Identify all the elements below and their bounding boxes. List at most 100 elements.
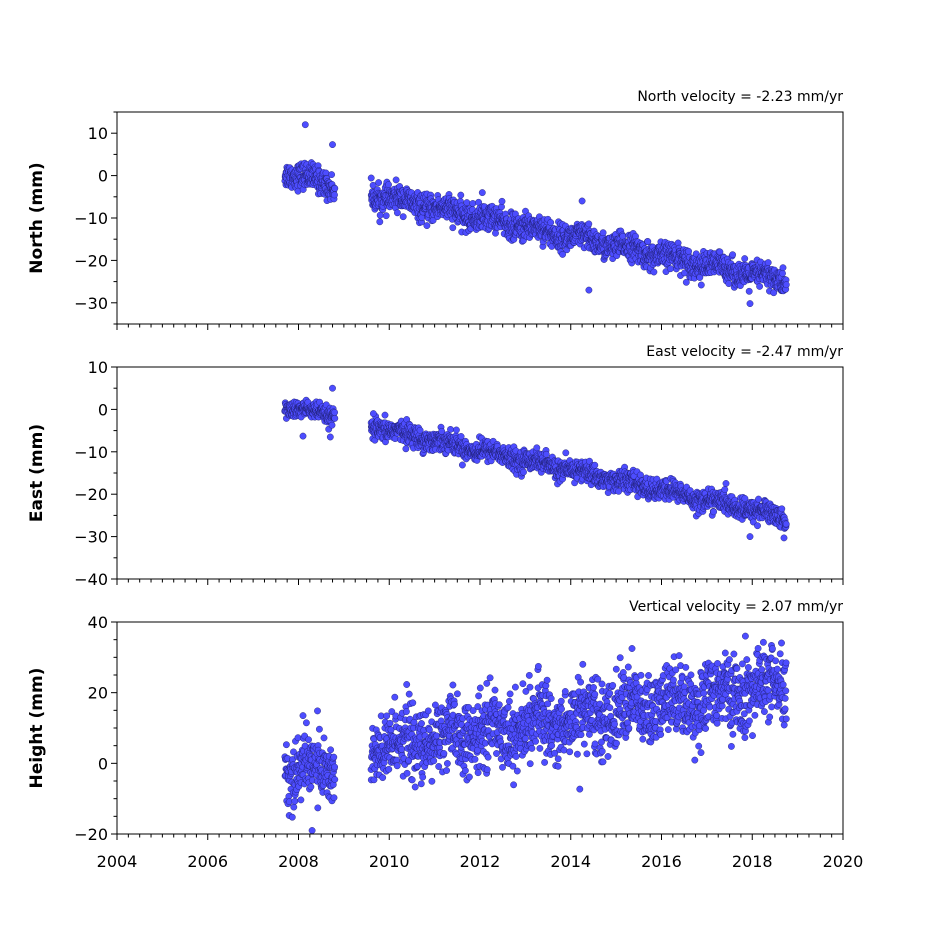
- y-axis-label: East (mm): [27, 424, 47, 522]
- data-points: [281, 384, 790, 542]
- data-point: [598, 747, 606, 755]
- data-point: [433, 732, 441, 740]
- data-point: [457, 191, 465, 199]
- data-point: [528, 745, 536, 752]
- data-point: [637, 471, 644, 479]
- data-point: [543, 676, 551, 684]
- data-point: [559, 250, 566, 258]
- data-point: [486, 674, 494, 682]
- data-point: [331, 763, 338, 771]
- data-point: [526, 683, 534, 691]
- data-point: [598, 680, 606, 688]
- data-point: [392, 176, 400, 184]
- outlier-point: [299, 432, 307, 440]
- data-point: [463, 199, 471, 207]
- data-point: [398, 746, 405, 753]
- data-point: [452, 426, 460, 434]
- data-point: [305, 736, 312, 744]
- data-point: [779, 269, 786, 277]
- data-point: [580, 740, 588, 748]
- data-point: [331, 408, 338, 416]
- data-point: [590, 684, 597, 691]
- data-point: [403, 681, 411, 688]
- data-point: [475, 692, 482, 700]
- data-point: [328, 421, 336, 429]
- y-tick-label: 0: [98, 167, 108, 186]
- data-point: [399, 213, 407, 221]
- y-tick-label: −20: [74, 251, 108, 270]
- data-point: [449, 681, 457, 689]
- data-point: [615, 487, 622, 495]
- data-point: [440, 750, 448, 757]
- data-point: [367, 174, 375, 182]
- outlier-point: [301, 121, 309, 129]
- data-point: [547, 695, 555, 702]
- data-point: [331, 414, 339, 422]
- data-point: [498, 197, 506, 205]
- outlier-point: [326, 433, 334, 441]
- data-point: [510, 781, 517, 789]
- data-point: [506, 690, 514, 698]
- data-point: [327, 746, 334, 754]
- data-point: [320, 734, 328, 742]
- data-point: [297, 796, 305, 804]
- data-point: [403, 769, 411, 777]
- data-point: [599, 229, 607, 237]
- data-point: [583, 750, 591, 758]
- outlier-point: [369, 410, 377, 417]
- data-point: [409, 699, 417, 707]
- data-point: [447, 425, 454, 433]
- data-point: [557, 697, 565, 705]
- data-point: [282, 741, 290, 749]
- data-point: [741, 255, 749, 263]
- data-points: [281, 121, 790, 307]
- y-tick-label: 10: [88, 358, 108, 377]
- data-point: [330, 794, 338, 802]
- data-point: [437, 717, 445, 725]
- outlier-point: [478, 189, 486, 197]
- data-point: [418, 720, 425, 727]
- data-point: [764, 259, 772, 266]
- y-tick-label: −30: [74, 528, 108, 547]
- data-point: [499, 763, 506, 771]
- data-point: [505, 697, 513, 705]
- data-point: [315, 725, 323, 733]
- data-point: [483, 680, 491, 687]
- data-point: [536, 745, 544, 752]
- outlier-point: [746, 533, 754, 540]
- data-point: [483, 766, 491, 773]
- y-tick-label: −30: [74, 294, 108, 313]
- data-point: [423, 222, 431, 230]
- data-point: [402, 445, 410, 453]
- data-point: [697, 281, 705, 289]
- data-point: [376, 218, 384, 226]
- data-point: [725, 280, 733, 287]
- data-point: [393, 756, 401, 764]
- data-point: [291, 797, 299, 805]
- data-point: [481, 739, 489, 747]
- outlier-point: [329, 384, 336, 392]
- data-point: [535, 663, 542, 670]
- data-point: [566, 748, 574, 756]
- data-point: [754, 522, 761, 530]
- data-point: [369, 181, 377, 189]
- data-point: [574, 750, 581, 758]
- data-point: [745, 287, 753, 295]
- data-point: [330, 753, 338, 761]
- data-point: [513, 767, 521, 775]
- data-points: [281, 632, 790, 834]
- data-point: [512, 753, 520, 760]
- data-point: [469, 200, 477, 207]
- y-tick-label: −20: [74, 485, 108, 504]
- data-point: [554, 762, 562, 770]
- data-point: [547, 219, 555, 226]
- data-point: [520, 468, 527, 476]
- data-point: [782, 520, 790, 528]
- data-point: [560, 746, 568, 754]
- data-point: [383, 712, 391, 720]
- data-point: [458, 461, 466, 469]
- data-point: [382, 212, 390, 220]
- data-point: [385, 765, 393, 773]
- data-point: [685, 247, 692, 255]
